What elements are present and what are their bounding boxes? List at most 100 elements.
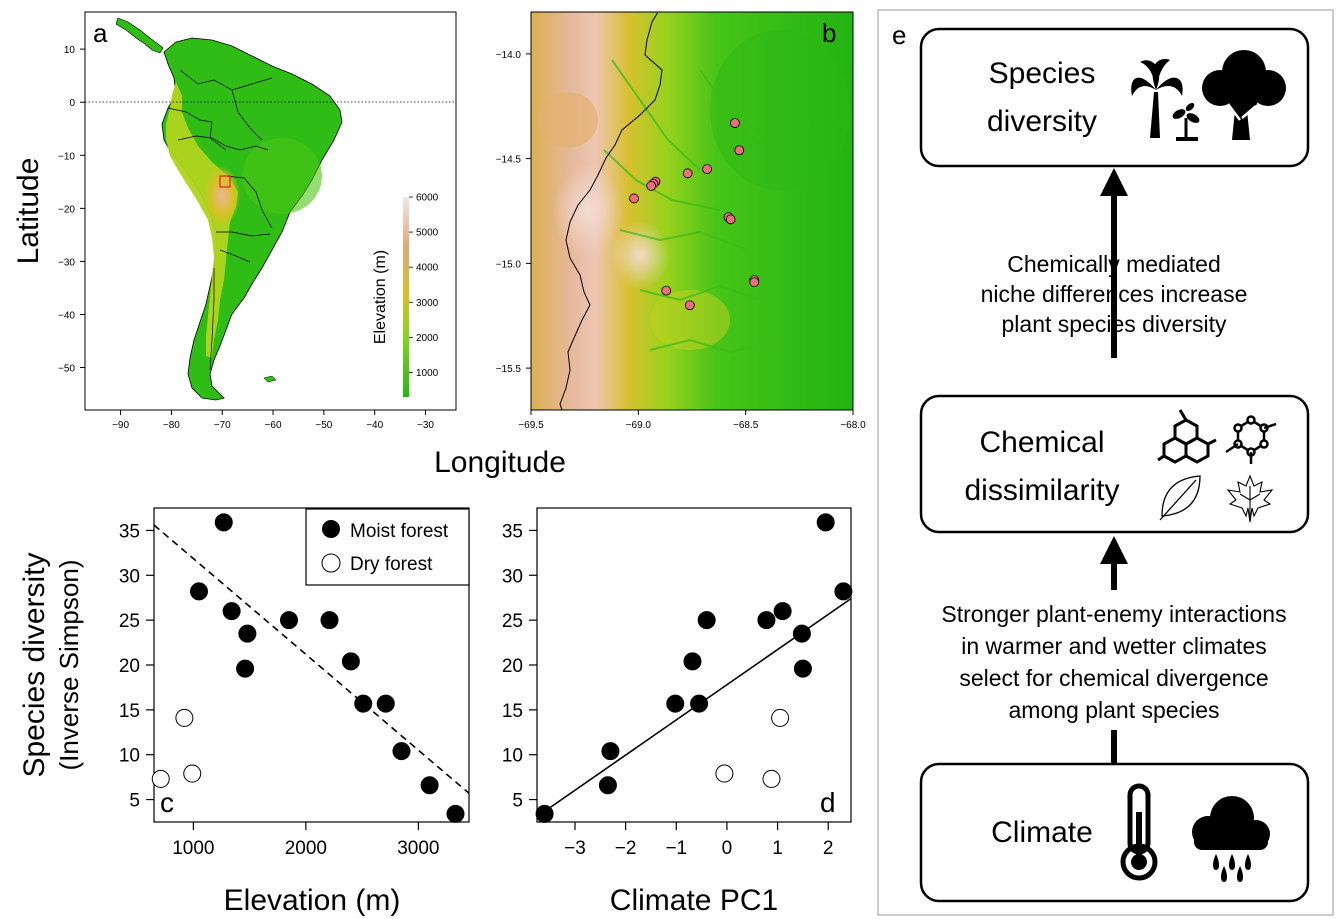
study-site-marker <box>661 285 672 296</box>
plot-c-content <box>151 513 470 823</box>
climate-box <box>919 762 1310 903</box>
x-tick-label: −60 <box>265 420 282 431</box>
y-tick-label: −15.5 <box>496 364 522 375</box>
moist-forest-point <box>238 624 257 643</box>
midland-south <box>650 290 730 350</box>
map-a-axes: −90 −80 −70 −60 −50 −40 −30 10 0 −10 −20 −30 −40 −50 <box>58 45 434 431</box>
moist-forest-point <box>320 611 339 630</box>
legend-tick-label: 4000 <box>416 263 439 274</box>
y-tick-label: 10 <box>502 746 523 767</box>
moist-forest-point <box>376 694 395 713</box>
y-tick-label: 30 <box>502 566 523 587</box>
panel-b-label: b <box>822 18 836 48</box>
lower-arrow-text-line1: Stronger plant-enemy interactions <box>941 601 1286 627</box>
altiplano <box>204 166 240 226</box>
panel-e-label: e <box>892 20 906 50</box>
moist-forest-point <box>446 804 465 823</box>
lower-arrow-text-line4: among plant species <box>1009 697 1220 723</box>
country-borders <box>167 69 273 371</box>
study-site-marker <box>749 277 760 288</box>
map-b-frame <box>530 11 854 411</box>
arrowhead-lower <box>1100 536 1128 564</box>
study-site-marker <box>730 118 740 128</box>
panel-d-label: d <box>820 787 836 818</box>
dry-forest-point <box>771 708 790 727</box>
study-site-marker <box>734 145 745 156</box>
upper-arrow-text-line3: plant species diversity <box>1002 311 1227 337</box>
lower-arrow-text-line2: in warmer and wetter climates <box>961 633 1267 659</box>
arrowhead-upper <box>1100 168 1128 196</box>
highland-north <box>538 92 598 148</box>
latitude-axis-label: Latitude <box>12 158 45 265</box>
legend-tick-label: 6000 <box>416 193 439 204</box>
x-tick-label: −50 <box>315 420 332 431</box>
study-sites <box>629 118 760 311</box>
tree-icon <box>1202 50 1286 140</box>
moist-forest-point <box>666 694 685 713</box>
plot-d-content <box>535 513 853 823</box>
ring-molecule-icon <box>1225 415 1277 464</box>
moist-forest-point <box>697 611 716 630</box>
species-diversity-box <box>919 27 1310 168</box>
y-tick-label: 10 <box>119 746 140 767</box>
y-tick-label: −14.5 <box>496 155 522 166</box>
y-tick-label: −20 <box>58 204 75 215</box>
map-b-axes: −69.5 −69.0 −68.5 −68.0 −14.0 −14.5 −15.0 −15.5 <box>496 50 866 431</box>
rain-cloud-icon <box>1192 796 1270 882</box>
moist-forest-point <box>190 582 208 601</box>
y-tick-label: 20 <box>502 656 523 677</box>
x-tick-label: −30 <box>417 420 434 431</box>
moist-forest-point <box>236 659 255 678</box>
legend-tick-label: 2000 <box>416 333 439 344</box>
moist-forest-point <box>598 776 617 795</box>
y-tick-label: −15.0 <box>496 259 522 270</box>
upper-arrow-text-line1: Chemically mediated <box>1007 251 1220 277</box>
moist-forest-point <box>683 652 702 671</box>
legend-dry-label: Dry forest <box>350 554 433 575</box>
lower-arrow-text-line3: select for chemical divergence <box>959 665 1268 691</box>
moist-forest-point <box>601 742 620 761</box>
leaf-outline-icon <box>1159 475 1201 521</box>
brazilian-highlands <box>242 138 322 214</box>
diagram-panel-e: e Species diversity <box>877 9 1334 916</box>
x-tick-label: −80 <box>163 420 180 431</box>
x-tick-label: 3000 <box>397 838 439 859</box>
moist-forest-point <box>222 602 241 621</box>
climate-title: Climate <box>991 816 1093 849</box>
study-site-marker <box>646 180 657 191</box>
moist-forest-point <box>392 742 411 761</box>
study-site-marker <box>629 193 639 204</box>
elevation-legend-title: Elevation (m) <box>372 250 389 344</box>
panel-c-label: c <box>160 787 174 818</box>
y-tick-label: −30 <box>58 257 75 268</box>
moist-forest-point <box>214 513 233 532</box>
chemical-dissimilarity-title-line1: Chemical <box>979 426 1104 459</box>
x-tick-label: −69.5 <box>518 420 544 431</box>
moist-forest-point <box>793 659 812 678</box>
species-diversity-title-line2: diversity <box>987 105 1097 138</box>
y-tick-label: 5 <box>129 791 140 812</box>
study-site-marker <box>682 168 693 179</box>
species-diversity-title-line1: Species <box>989 57 1096 90</box>
lowland-northeast <box>710 30 850 190</box>
x-tick-label: 0 <box>722 838 733 859</box>
moist-forest-point <box>280 611 298 630</box>
x-tick-label: −3 <box>564 838 586 859</box>
national-border-line <box>559 12 663 410</box>
y-tick-label: 15 <box>502 701 523 722</box>
x-tick-label: −2 <box>615 838 637 859</box>
y-tick-label: 25 <box>119 611 140 632</box>
high-peak-area <box>552 164 624 256</box>
trend-line <box>153 524 470 794</box>
high-peak-area-2 <box>610 221 670 289</box>
elevation-legend-ticks: 6000 5000 4000 3000 2000 1000 <box>409 193 439 379</box>
x-tick-label: −68.0 <box>840 420 866 431</box>
x-tick-label: −90 <box>112 420 129 431</box>
inverse-simpson-axis-subtitle: (Inverse Simpson) <box>54 560 84 771</box>
y-tick-label: 15 <box>119 701 140 722</box>
legend-tick-label: 1000 <box>416 368 439 379</box>
y-tick-label: 35 <box>119 521 140 542</box>
